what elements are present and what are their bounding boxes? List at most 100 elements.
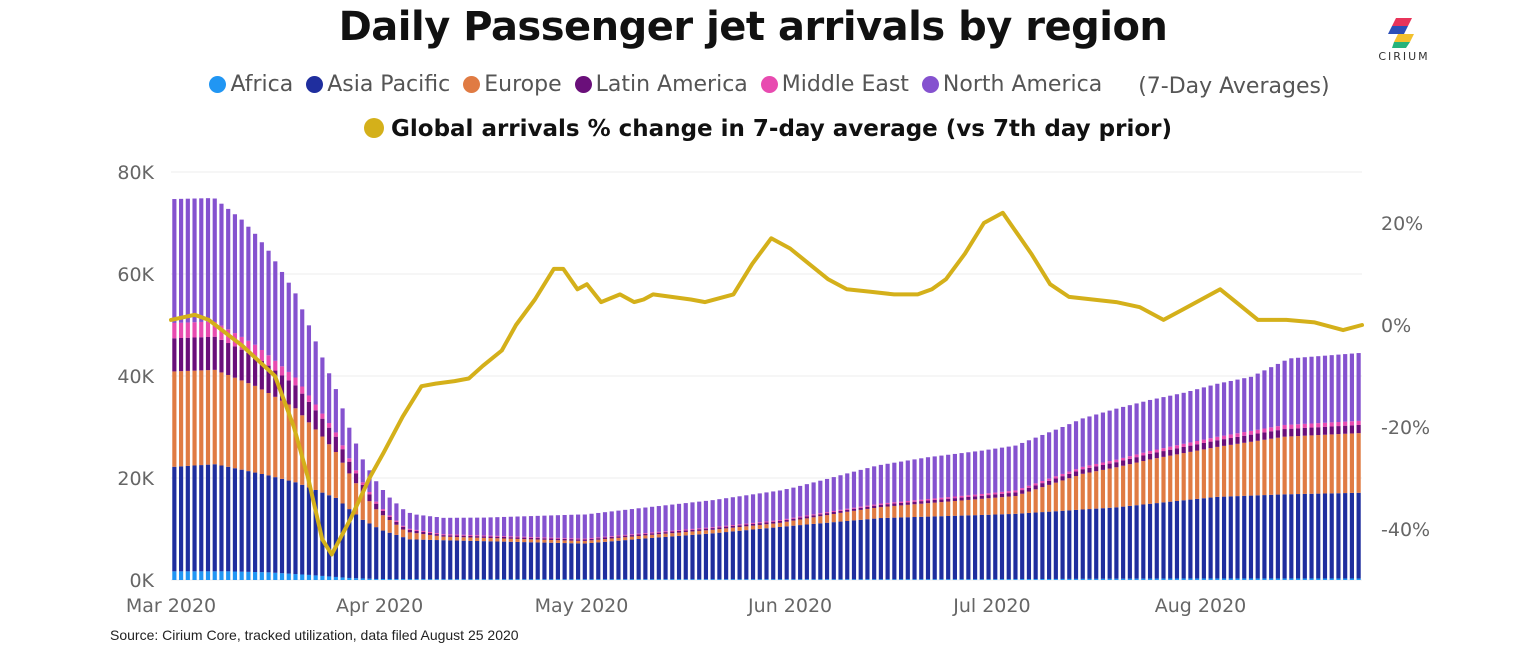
legend-item-asia-pacific[interactable]: Asia Pacific — [306, 72, 450, 97]
bar-segment-middle-east[interactable] — [1168, 446, 1173, 450]
bar-segment-middle-east[interactable] — [602, 536, 608, 538]
bar-segment-asia-pacific[interactable] — [1047, 511, 1052, 579]
bar-segment-middle-east[interactable] — [320, 413, 325, 419]
bar-segment-europe[interactable] — [528, 539, 534, 543]
bar-segment-latin-america[interactable] — [878, 504, 883, 508]
bar-segment-africa[interactable] — [939, 579, 944, 580]
bar-segment-latin-america[interactable] — [367, 494, 372, 502]
bar-segment-north-america[interactable] — [172, 199, 177, 323]
bar-segment-asia-pacific[interactable] — [737, 530, 742, 580]
bar-segment-middle-east[interactable] — [286, 371, 291, 381]
bar-segment-asia-pacific[interactable] — [676, 535, 682, 580]
bar-segment-asia-pacific[interactable] — [1309, 493, 1314, 579]
bar-segment-africa[interactable] — [1100, 578, 1106, 580]
bar-segment-europe[interactable] — [946, 501, 951, 516]
bar-segment-asia-pacific[interactable] — [1322, 493, 1328, 579]
bar-segment-latin-america[interactable] — [528, 537, 534, 540]
bar-segment-africa[interactable] — [407, 579, 412, 580]
bar-segment-latin-america[interactable] — [596, 538, 601, 540]
bar-segment-asia-pacific[interactable] — [286, 480, 291, 574]
bar-segment-africa[interactable] — [448, 579, 453, 580]
bar-segment-asia-pacific[interactable] — [1329, 493, 1334, 579]
bar-segment-latin-america[interactable] — [279, 375, 285, 401]
bar-segment-latin-america[interactable] — [898, 502, 904, 506]
bar-segment-asia-pacific[interactable] — [838, 521, 843, 580]
bar-segment-north-america[interactable] — [623, 509, 628, 535]
bar-segment-north-america[interactable] — [185, 198, 190, 323]
bar-segment-asia-pacific[interactable] — [1228, 496, 1233, 579]
bar-segment-europe[interactable] — [555, 540, 560, 543]
bar-segment-europe[interactable] — [232, 377, 238, 469]
bar-segment-north-america[interactable] — [320, 357, 325, 414]
bar-segment-europe[interactable] — [973, 499, 978, 516]
bar-segment-europe[interactable] — [522, 539, 527, 543]
bar-segment-north-america[interactable] — [1289, 358, 1294, 425]
bar-segment-asia-pacific[interactable] — [831, 522, 836, 580]
bar-segment-north-america[interactable] — [353, 443, 359, 471]
bar-segment-africa[interactable] — [522, 579, 527, 580]
bar-segment-europe[interactable] — [616, 537, 621, 541]
bar-segment-north-america[interactable] — [394, 503, 399, 521]
bar-segment-asia-pacific[interactable] — [495, 541, 500, 580]
bar-segment-middle-east[interactable] — [535, 537, 540, 539]
bar-segment-north-america[interactable] — [851, 471, 857, 508]
bar-segment-latin-america[interactable] — [1195, 444, 1200, 451]
bar-segment-africa[interactable] — [831, 579, 836, 580]
bar-segment-asia-pacific[interactable] — [966, 515, 971, 580]
bar-segment-europe[interactable] — [367, 501, 372, 524]
bar-segment-africa[interactable] — [764, 579, 769, 580]
bar-segment-north-america[interactable] — [293, 293, 298, 378]
bar-segment-europe[interactable] — [670, 533, 675, 537]
bar-segment-africa[interactable] — [1295, 578, 1301, 580]
bar-segment-asia-pacific[interactable] — [576, 543, 581, 580]
bar-segment-africa[interactable] — [232, 571, 238, 581]
bar-segment-europe[interactable] — [320, 436, 325, 493]
bar-segment-asia-pacific[interactable] — [717, 532, 722, 580]
bar-segment-middle-east[interactable] — [1248, 430, 1254, 435]
bar-segment-africa[interactable] — [226, 571, 231, 580]
bar-segment-europe[interactable] — [434, 535, 439, 541]
bar-segment-europe[interactable] — [1336, 434, 1341, 494]
bar-segment-north-america[interactable] — [979, 450, 984, 494]
bar-segment-latin-america[interactable] — [340, 449, 345, 463]
bar-segment-latin-america[interactable] — [670, 531, 675, 534]
bar-segment-asia-pacific[interactable] — [596, 542, 601, 580]
bar-segment-asia-pacific[interactable] — [1235, 496, 1240, 579]
bar-segment-middle-east[interactable] — [905, 500, 910, 503]
bar-segment-europe[interactable] — [1141, 461, 1146, 505]
bar-segment-asia-pacific[interactable] — [401, 537, 406, 580]
bar-segment-africa[interactable] — [253, 572, 258, 580]
bar-segment-latin-america[interactable] — [777, 521, 783, 523]
bar-segment-north-america[interactable] — [609, 511, 614, 537]
bar-segment-north-america[interactable] — [670, 504, 675, 531]
bar-segment-africa[interactable] — [885, 579, 890, 580]
bar-segment-asia-pacific[interactable] — [1100, 508, 1106, 579]
bar-segment-europe[interactable] — [697, 530, 702, 535]
bar-segment-africa[interactable] — [1181, 578, 1186, 580]
bar-segment-latin-america[interactable] — [212, 336, 217, 370]
bar-segment-north-america[interactable] — [1215, 383, 1220, 437]
bar-segment-europe[interactable] — [327, 444, 332, 496]
bar-segment-latin-america[interactable] — [434, 534, 439, 536]
bar-segment-latin-america[interactable] — [771, 521, 776, 524]
bar-segment-europe[interactable] — [1275, 437, 1280, 495]
bar-segment-asia-pacific[interactable] — [1295, 494, 1301, 579]
bar-segment-europe[interactable] — [313, 429, 318, 490]
bar-segment-africa[interactable] — [757, 579, 762, 580]
bar-segment-asia-pacific[interactable] — [925, 516, 931, 580]
bar-segment-africa[interactable] — [892, 579, 897, 580]
bar-segment-africa[interactable] — [219, 571, 224, 580]
bar-segment-europe[interactable] — [1356, 433, 1361, 493]
bar-segment-europe[interactable] — [1262, 439, 1267, 496]
bar-segment-middle-east[interactable] — [650, 532, 655, 534]
bar-segment-latin-america[interactable] — [172, 338, 177, 372]
bar-segment-north-america[interactable] — [784, 489, 789, 519]
bar-segment-north-america[interactable] — [380, 490, 386, 510]
bar-segment-asia-pacific[interactable] — [549, 542, 554, 580]
bar-segment-north-america[interactable] — [313, 341, 318, 405]
bar-segment-africa[interactable] — [1349, 578, 1354, 580]
bar-segment-latin-america[interactable] — [952, 498, 957, 501]
bar-segment-middle-east[interactable] — [1309, 423, 1314, 428]
bar-segment-latin-america[interactable] — [1094, 466, 1099, 472]
bar-segment-europe[interactable] — [1134, 462, 1139, 506]
